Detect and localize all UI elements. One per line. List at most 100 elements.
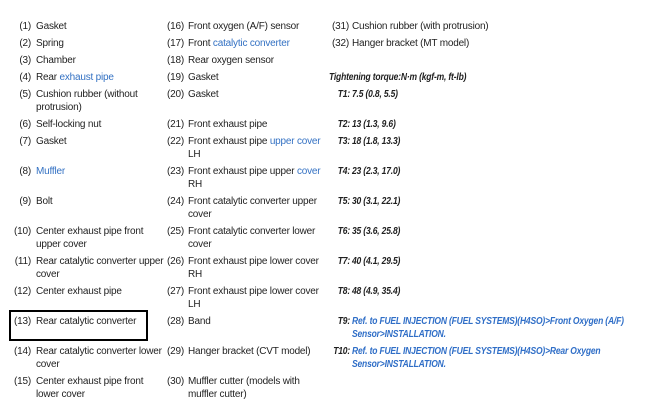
part-item-4: (4) Rear exhaust pipe <box>8 71 163 84</box>
part-text: Band <box>188 316 211 327</box>
part-item-23: (23) Front exhaust pipe upper cover RH <box>163 165 329 191</box>
part-number: (8) <box>19 166 31 177</box>
part-label-line: upper cover <box>36 238 163 251</box>
part-item-17: (17) Front catalytic converter <box>163 37 329 50</box>
torque-T10: T10: Ref. to FUEL INJECTION (FUEL SYSTEMS… <box>329 345 650 371</box>
part-item-29: (29) Hanger bracket (CVT model) <box>163 345 329 371</box>
part-number: (14) <box>14 346 31 357</box>
part-link[interactable]: exhaust pipe <box>59 72 114 83</box>
part-item-22: (22) Front exhaust pipe upper cover LH <box>163 135 329 161</box>
torque-T5: T5: 30 (3.1, 22.1) <box>329 195 650 221</box>
torque-T1: T1: 7.5 (0.8, 5.5) <box>329 88 650 114</box>
torque-value: 48 (4.9, 35.4) <box>352 286 401 297</box>
part-item-8: (8) Muffler <box>8 165 163 191</box>
torque-value: 35 (3.6, 25.8) <box>352 226 401 237</box>
part-number: (23) <box>167 166 184 177</box>
part-label-line: lower cover <box>36 388 163 401</box>
torque-label: T3: <box>337 136 350 147</box>
torque-value: 7.5 (0.8, 5.5) <box>352 89 398 100</box>
part-label-line: cover <box>36 268 163 281</box>
torque-label: T2: <box>337 119 350 130</box>
part-label: Band <box>188 315 329 328</box>
torque-label: T10: <box>333 346 350 357</box>
torque-ref-link: Ref. to FUEL INJECTION (FUEL SYSTEMS)(H4… <box>352 345 650 371</box>
torque-label: T1: <box>337 89 350 100</box>
part-number: (6) <box>19 119 31 130</box>
torque-ref-line[interactable]: Sensor>INSTALLATION. <box>352 359 446 370</box>
part-number: (16) <box>167 21 184 32</box>
part-label: Muffler <box>36 165 163 178</box>
part-number: (21) <box>167 119 184 130</box>
part-label: Front exhaust pipe <box>188 118 329 131</box>
part-item-6: (6) Self-locking nut <box>8 118 163 131</box>
part-link[interactable]: catalytic converter <box>212 38 290 49</box>
part-number: (9) <box>19 196 31 207</box>
part-text: Gasket <box>188 72 219 83</box>
part-label-line: RH <box>188 268 329 281</box>
part-label-line: Front catalytic converter lower <box>188 225 329 238</box>
part-label-line: Center exhaust pipe front <box>36 225 163 238</box>
part-label: Cushion rubber (with protrusion) <box>352 20 650 33</box>
torque-heading-row: Tightening torque:N·m (kgf-m, ft-lb) <box>329 71 650 84</box>
part-text: Front catalytic converter lower <box>188 226 316 237</box>
part-number: (5) <box>19 89 31 100</box>
part-text: Hanger bracket (CVT model) <box>188 346 311 357</box>
part-text: Rear catalytic converter upper <box>36 256 164 267</box>
part-label-line: Front catalytic converter upper <box>188 195 329 208</box>
part-number: (3) <box>19 55 31 66</box>
part-label-line: Cushion rubber (with protrusion) <box>352 20 650 33</box>
part-number: (30) <box>167 376 184 387</box>
part-label: Rear catalytic converter upper cover <box>36 255 164 281</box>
part-item-18: (18) Rear oxygen sensor <box>163 54 329 67</box>
part-item-15: (15) Center exhaust pipe front lower cover <box>8 375 163 401</box>
part-link[interactable]: upper cover <box>269 136 321 147</box>
part-link[interactable]: cover <box>296 166 321 177</box>
part-number: (11) <box>14 256 31 267</box>
torque-T3: T3: 18 (1.8, 13.3) <box>329 135 650 161</box>
part-item-11: (11) Rear catalytic converter upper cover <box>8 255 164 281</box>
torque-value: 13 (1.3, 9.6) <box>352 119 396 130</box>
part-text: RH <box>188 179 203 190</box>
part-label: Hanger bracket (MT model) <box>352 37 650 50</box>
part-text: Gasket <box>36 21 67 32</box>
part-text: Rear catalytic converter lower <box>36 346 162 357</box>
part-label: Rear catalytic converter lower cover <box>36 345 163 371</box>
part-text: Gasket <box>188 89 219 100</box>
torque-ref-line[interactable]: Ref. to FUEL INJECTION (FUEL SYSTEMS)(H4… <box>352 316 624 327</box>
part-label-line: Rear catalytic converter upper <box>36 255 164 268</box>
part-label: Self-locking nut <box>36 118 163 131</box>
part-item-32: (32) Hanger bracket (MT model) <box>329 37 650 50</box>
part-text: cover <box>36 359 60 370</box>
part-label-line: cover <box>188 238 329 251</box>
part-label-line: Band <box>188 315 329 328</box>
part-label-line: Chamber <box>36 54 163 67</box>
part-label-line: Front exhaust pipe upper cover <box>188 165 329 178</box>
part-text: cover <box>188 239 212 250</box>
part-item-2: (2) Spring <box>8 37 163 50</box>
part-text: LH <box>188 149 201 160</box>
torque-ref-line[interactable]: Sensor>INSTALLATION. <box>352 329 446 340</box>
part-text: Gasket <box>36 136 67 147</box>
part-label-line: Hanger bracket (MT model) <box>352 37 650 50</box>
part-text: Spring <box>36 38 64 49</box>
torque-T7: T7: 40 (4.1, 29.5) <box>329 255 650 281</box>
part-number: (27) <box>167 286 184 297</box>
part-label-line: Cushion rubber (without <box>36 88 163 101</box>
part-number: (2) <box>19 38 31 49</box>
part-label: Gasket <box>188 71 329 84</box>
part-item-12: (12) Center exhaust pipe <box>8 285 163 311</box>
part-text: Hanger bracket (MT model) <box>352 38 470 49</box>
part-label-line: Rear catalytic converter lower <box>36 345 163 358</box>
part-label: Spring <box>36 37 163 50</box>
legend-grid: (1) Gasket (16) Front oxygen (A/F) sensor (3… <box>8 20 646 405</box>
part-number: (15) <box>14 376 31 387</box>
part-link[interactable]: Muffler <box>36 166 65 177</box>
part-text: Front exhaust pipe <box>188 119 268 130</box>
part-text: Front exhaust pipe lower cover <box>188 286 319 297</box>
part-label-line: Front exhaust pipe upper cover <box>188 135 329 148</box>
part-label-line: Gasket <box>188 71 329 84</box>
torque-ref-line[interactable]: Ref. to FUEL INJECTION (FUEL SYSTEMS)(H4… <box>352 346 601 357</box>
part-text: LH <box>188 299 201 310</box>
part-label: Chamber <box>36 54 163 67</box>
part-text: Muffler cutter (models with <box>188 376 300 387</box>
